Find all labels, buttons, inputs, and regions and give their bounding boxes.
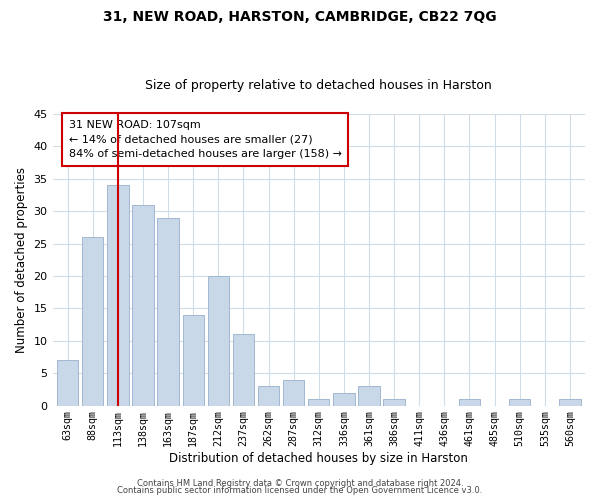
Y-axis label: Number of detached properties: Number of detached properties	[15, 167, 28, 353]
Text: 31 NEW ROAD: 107sqm
← 14% of detached houses are smaller (27)
84% of semi-detach: 31 NEW ROAD: 107sqm ← 14% of detached ho…	[68, 120, 341, 160]
Text: Contains HM Land Registry data © Crown copyright and database right 2024.: Contains HM Land Registry data © Crown c…	[137, 478, 463, 488]
Bar	[182, 315, 204, 406]
Bar	[333, 392, 355, 406]
Bar	[509, 399, 530, 406]
Bar	[308, 399, 329, 406]
Bar	[233, 334, 254, 406]
Bar	[559, 399, 581, 406]
Bar	[208, 276, 229, 406]
Text: 31, NEW ROAD, HARSTON, CAMBRIDGE, CB22 7QG: 31, NEW ROAD, HARSTON, CAMBRIDGE, CB22 7…	[103, 10, 497, 24]
Bar	[57, 360, 78, 406]
Title: Size of property relative to detached houses in Harston: Size of property relative to detached ho…	[145, 79, 492, 92]
Bar	[132, 204, 154, 406]
Bar	[358, 386, 380, 406]
Bar	[459, 399, 480, 406]
Bar	[157, 218, 179, 406]
Bar	[258, 386, 279, 406]
Bar	[383, 399, 405, 406]
Text: Contains public sector information licensed under the Open Government Licence v3: Contains public sector information licen…	[118, 486, 482, 495]
Bar	[107, 186, 128, 406]
X-axis label: Distribution of detached houses by size in Harston: Distribution of detached houses by size …	[169, 452, 468, 465]
Bar	[82, 237, 103, 406]
Bar	[283, 380, 304, 406]
